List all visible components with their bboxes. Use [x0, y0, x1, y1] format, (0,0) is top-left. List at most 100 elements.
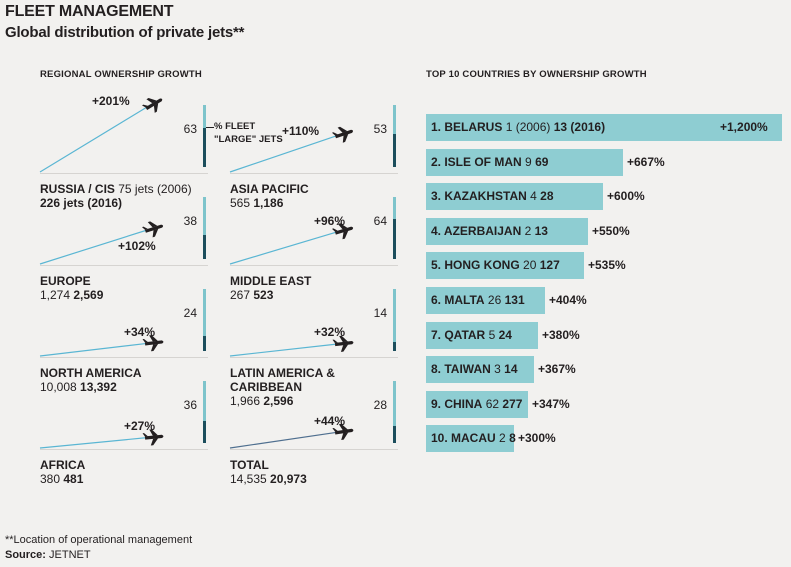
- country-jets-2016: 277: [502, 397, 523, 411]
- country-jets-2006: 2: [499, 431, 506, 445]
- growth-percent-asia-pacific: +110%: [282, 123, 320, 138]
- country-rank: 4. AZERBAIJAN: [431, 224, 522, 238]
- large-jets-bar-track-north-america: [203, 289, 206, 351]
- country-bar-kazakhstan: [426, 183, 603, 210]
- country-label-malta: 6. MALTA 26 131: [431, 287, 525, 314]
- jets-2006: 565: [230, 196, 251, 210]
- jet-icon: [332, 223, 354, 240]
- large-jets-bar-track-africa: [203, 381, 206, 443]
- jet-fuselage: [334, 428, 354, 435]
- country-rank: 9. CHINA: [431, 397, 483, 411]
- growth-line: [39, 436, 153, 449]
- page-title: FLEET MANAGEMENT: [5, 3, 174, 20]
- jets-2006: 14,535: [230, 472, 267, 486]
- page-subtitle: Global distribution of private jets**: [5, 24, 245, 41]
- jet-wings: [147, 221, 159, 238]
- large-jets-bar-fill-latin-america-caribbean: [393, 342, 396, 351]
- region-name: EUROPE: [40, 274, 91, 288]
- growth-percent-russia-cis: +201%: [92, 94, 130, 108]
- country-jets-2006: 4: [530, 189, 537, 203]
- jets-2016: 13,392: [80, 380, 117, 394]
- jet-wings: [149, 335, 159, 352]
- country-jets-2016: 13: [534, 224, 548, 238]
- country-growth-china: +347%: [532, 397, 570, 411]
- jets-2016: 1,186: [253, 196, 284, 210]
- region-label-middle-east: MIDDLE EAST 267 523: [230, 274, 311, 302]
- jet-wings: [149, 429, 159, 446]
- jet-tail: [142, 433, 148, 437]
- source-label: Source:: [5, 549, 46, 561]
- fleet-label-line1: % FLEET: [214, 121, 256, 132]
- region-name: ASIA PACIFIC: [230, 182, 309, 196]
- jet-tail: [142, 104, 149, 108]
- country-growth-azerbaijan: +550%: [592, 224, 630, 238]
- country-bar-china: [426, 391, 528, 418]
- large-jets-percent-europe: 38: [183, 214, 197, 228]
- growth-graphic-europe: [39, 221, 164, 265]
- growth-percent-total: +44%: [314, 413, 346, 428]
- jet-fuselage: [144, 224, 164, 233]
- country-label-azerbaijan: 4. AZERBAIJAN 2 13: [431, 218, 548, 245]
- country-growth-qatar: +380%: [542, 328, 580, 342]
- large-jets-bar-track-total: [393, 381, 396, 443]
- region-label-africa: AFRICA 380 481: [40, 458, 85, 486]
- region-divider: [40, 449, 208, 450]
- country-bar-taiwan: [426, 356, 534, 383]
- jet-icon: [331, 126, 354, 143]
- growth-line: [229, 342, 343, 357]
- growth-line: [39, 342, 153, 357]
- jet-wings: [339, 335, 349, 352]
- source-line: Source: JETNET: [5, 549, 91, 561]
- country-label-qatar: 7. QATAR 5 24: [431, 322, 512, 349]
- jets-2016: 226 jets (2016): [40, 196, 123, 210]
- country-growth-isle-of-man: +667%: [627, 155, 665, 169]
- jet-tail: [142, 226, 148, 230]
- country-rank: 10. MACAU: [431, 431, 496, 445]
- jet-tail: [332, 228, 338, 232]
- jets-2016: 20,973: [270, 472, 307, 486]
- jet-tail: [331, 132, 338, 136]
- country-bar-belarus: [426, 114, 782, 141]
- country-jets-2006: 1 (2006): [505, 120, 551, 134]
- country-label-macau: 10. MACAU 2 8: [431, 425, 516, 452]
- jets-2006: 1,274: [40, 288, 71, 302]
- large-jets-bar-fill-total: [393, 426, 396, 443]
- regional-section-heading: REGIONAL OWNERSHIP GROWTH: [40, 69, 202, 80]
- country-growth-macau: +300%: [518, 431, 556, 445]
- country-jets-2006: 3: [494, 362, 501, 376]
- jet-fuselage: [145, 98, 163, 111]
- region-label-russia-cis: RUSSIA / CIS 75 jets (2006) 226 jets (201…: [40, 182, 192, 210]
- jet-wings: [337, 223, 349, 240]
- growth-graphic-total: [229, 423, 354, 449]
- country-bar-macau: [426, 425, 514, 452]
- jet-tail: [332, 427, 338, 432]
- growth-graphic-russia-cis: [39, 97, 163, 173]
- jets-2006: 75 jets (2006): [118, 182, 192, 196]
- growth-line: [39, 227, 153, 265]
- large-jets-bar-fill-asia-pacific: [393, 134, 396, 167]
- country-jets-2006: 62: [485, 397, 500, 411]
- jet-fuselage: [334, 226, 354, 235]
- country-growth-hong-kong: +535%: [588, 258, 626, 272]
- growth-graphic-asia-pacific: [229, 126, 354, 173]
- fleet-label-connector: [206, 127, 214, 128]
- growth-percent-europe: +102%: [118, 238, 156, 253]
- jets-2016: 481: [63, 472, 84, 486]
- jets-2006: 380: [40, 472, 61, 486]
- region-divider: [230, 357, 398, 358]
- large-jets-percent-africa: 36: [183, 398, 197, 412]
- jet-fuselage: [144, 434, 164, 440]
- jets-2016: 2,569: [73, 288, 104, 302]
- country-jets-2016: 8: [509, 431, 516, 445]
- country-jets-2016: 24: [498, 328, 512, 342]
- country-jets-2016: 131: [504, 293, 525, 307]
- country-bar-malta: [426, 287, 545, 314]
- country-jets-2006: 9: [525, 155, 532, 169]
- jets-2016: 523: [253, 288, 274, 302]
- jet-tail: [142, 338, 148, 343]
- source-value: JETNET: [49, 549, 91, 561]
- country-rank: 7. QATAR: [431, 328, 486, 342]
- jets-2006: 267: [230, 288, 251, 302]
- country-growth-malta: +404%: [549, 293, 587, 307]
- country-label-hong-kong: 5. HONG KONG 20 127: [431, 252, 560, 279]
